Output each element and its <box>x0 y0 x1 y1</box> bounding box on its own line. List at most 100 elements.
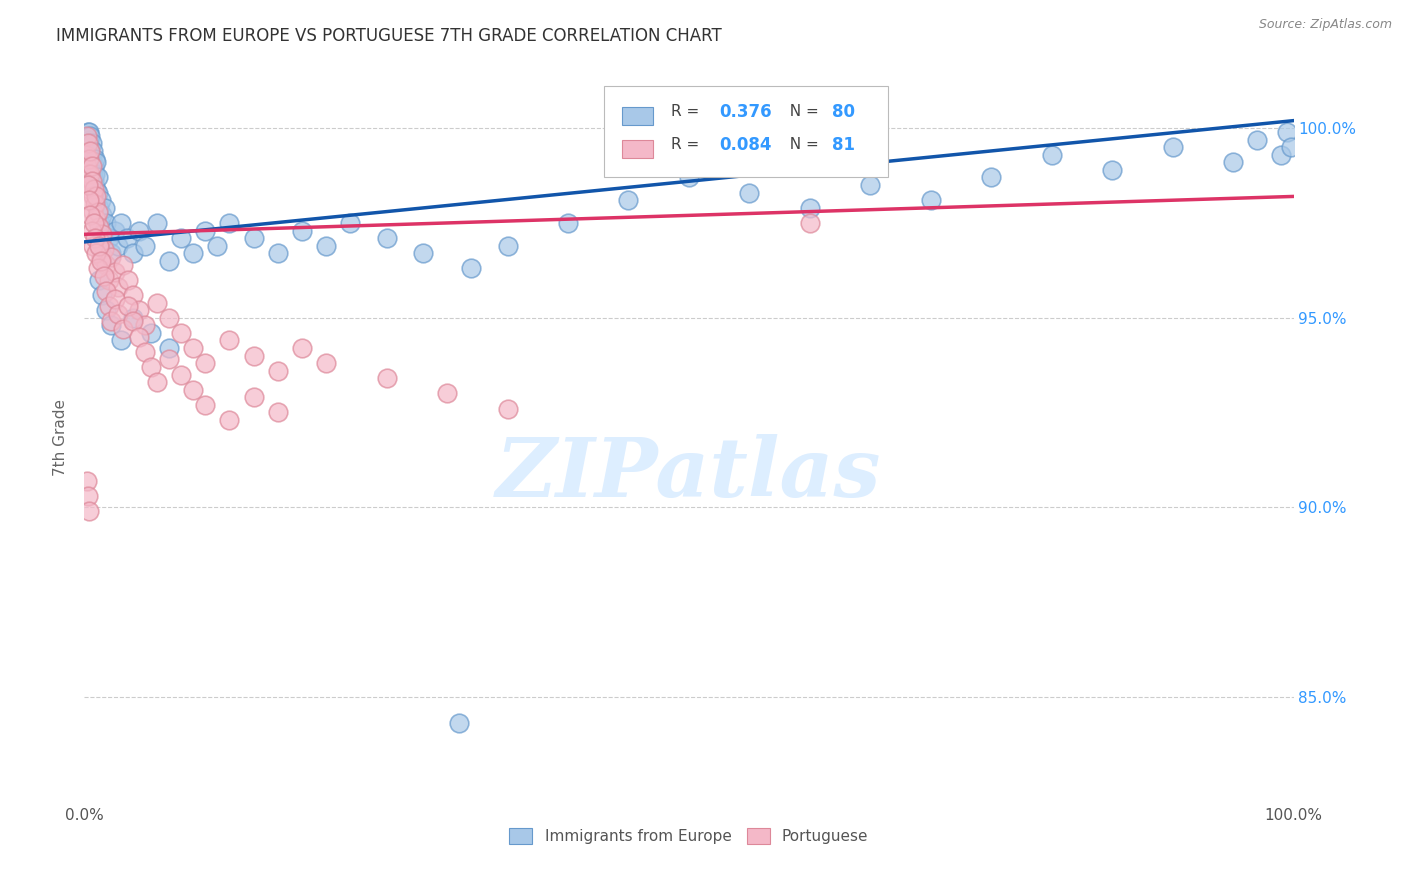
Point <box>617 193 640 207</box>
Point <box>146 295 169 310</box>
Point <box>375 231 398 245</box>
Point <box>170 326 193 340</box>
Point <box>100 250 122 264</box>
Point <box>117 299 139 313</box>
Point <box>100 246 122 260</box>
Point <box>980 170 1002 185</box>
Point <box>267 364 290 378</box>
Point <box>76 128 98 143</box>
Point <box>104 292 127 306</box>
Point <box>90 253 112 268</box>
Point <box>181 341 204 355</box>
Point <box>82 204 104 219</box>
Point <box>157 352 180 367</box>
Point <box>117 273 139 287</box>
Point <box>80 159 103 173</box>
Point <box>77 136 100 151</box>
Point <box>267 405 290 419</box>
Point <box>79 167 101 181</box>
Point <box>80 223 103 237</box>
Point <box>496 238 519 252</box>
Point <box>100 314 122 328</box>
Point <box>77 489 100 503</box>
Point <box>89 235 111 249</box>
Point <box>242 390 264 404</box>
Point <box>77 178 100 192</box>
Point <box>181 246 204 260</box>
Point <box>82 189 104 203</box>
Point <box>1101 162 1123 177</box>
Point <box>97 299 120 313</box>
Point <box>412 246 434 260</box>
Point <box>146 216 169 230</box>
FancyBboxPatch shape <box>623 107 652 125</box>
Point <box>121 314 143 328</box>
Point <box>77 152 100 166</box>
Point <box>83 159 105 173</box>
Point <box>79 128 101 143</box>
Point <box>460 261 482 276</box>
Point <box>799 216 821 230</box>
Point <box>1222 155 1244 169</box>
Point <box>86 261 108 276</box>
Point <box>100 318 122 333</box>
Point <box>678 170 700 185</box>
Point <box>1277 125 1299 139</box>
Point <box>920 193 942 207</box>
Point <box>218 413 240 427</box>
Point <box>128 329 150 343</box>
Legend: Immigrants from Europe, Portuguese: Immigrants from Europe, Portuguese <box>503 822 875 850</box>
Text: 0.376: 0.376 <box>720 103 772 120</box>
Point <box>121 246 143 260</box>
Point <box>94 216 117 230</box>
Point <box>97 273 120 287</box>
Point <box>134 344 156 359</box>
Point <box>83 216 105 230</box>
Point <box>94 303 117 318</box>
Point <box>170 231 193 245</box>
Y-axis label: 7th Grade: 7th Grade <box>53 399 69 475</box>
Point <box>315 238 337 252</box>
Text: ZIPatlas: ZIPatlas <box>496 434 882 514</box>
Point <box>86 182 108 196</box>
Text: R =: R = <box>671 104 704 120</box>
FancyBboxPatch shape <box>623 140 652 158</box>
Point <box>375 371 398 385</box>
Point <box>77 125 100 139</box>
Point <box>83 174 105 188</box>
Point <box>84 152 107 166</box>
Point <box>121 288 143 302</box>
Point <box>339 216 361 230</box>
Point <box>90 193 112 207</box>
Point <box>87 238 110 252</box>
Text: N =: N = <box>780 137 824 152</box>
Point <box>194 223 217 237</box>
Point <box>97 231 120 245</box>
Point <box>75 147 97 161</box>
Point <box>115 231 138 245</box>
Point <box>157 253 180 268</box>
Point <box>76 144 98 158</box>
Point <box>557 216 579 230</box>
Point <box>128 223 150 237</box>
Point <box>91 227 114 242</box>
Point <box>86 170 108 185</box>
Point <box>194 398 217 412</box>
Point <box>110 334 132 348</box>
Point <box>76 474 98 488</box>
Point <box>80 136 103 151</box>
Point <box>1161 140 1184 154</box>
Text: 0.084: 0.084 <box>720 136 772 153</box>
Point <box>77 132 100 146</box>
Point <box>218 334 240 348</box>
Point <box>94 258 117 272</box>
Text: R =: R = <box>671 137 704 152</box>
Point <box>86 212 108 227</box>
Point <box>77 193 100 207</box>
Point <box>139 326 162 340</box>
Point <box>315 356 337 370</box>
Point <box>799 201 821 215</box>
Point <box>86 155 108 169</box>
Point <box>291 341 314 355</box>
Point <box>86 204 108 219</box>
